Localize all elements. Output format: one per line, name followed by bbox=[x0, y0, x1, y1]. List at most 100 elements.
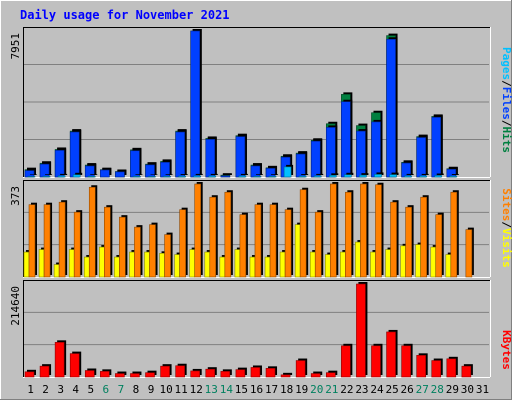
bar-pages-day-23 bbox=[359, 173, 369, 178]
bar-kbytes-day-30 bbox=[461, 364, 473, 378]
bar-kbytes-day-18 bbox=[280, 372, 293, 378]
bar-files-day-24 bbox=[371, 119, 383, 178]
x-tick-label: 5 bbox=[87, 383, 94, 396]
bar-files-day-19 bbox=[295, 152, 308, 178]
bar-files-day-13 bbox=[205, 137, 217, 178]
x-tick-label: 18 bbox=[280, 383, 293, 396]
bar-kbytes-day-27 bbox=[416, 353, 428, 378]
x-tick-label: 11 bbox=[175, 383, 188, 396]
bar-kbytes-day-13 bbox=[205, 367, 217, 378]
bar-kbytes-day-21 bbox=[325, 370, 338, 378]
bar-pages-day-15 bbox=[238, 173, 248, 178]
x-tick-label: 23 bbox=[355, 383, 368, 396]
legend-files: Files bbox=[500, 87, 512, 120]
bar-sites-day-12 bbox=[194, 182, 203, 278]
bar-kbytes-day-6 bbox=[100, 369, 112, 378]
bar-kbytes-day-5 bbox=[84, 368, 97, 378]
bar-kbytes-day-23 bbox=[356, 282, 368, 378]
legend: KBytes bbox=[500, 330, 512, 370]
legend-sites: Sites bbox=[500, 188, 512, 221]
bar-files-day-7 bbox=[115, 169, 127, 178]
bar-sites-day-13 bbox=[209, 195, 218, 278]
bar-pages-day-21 bbox=[328, 173, 339, 178]
legend-pages: Pages bbox=[500, 47, 512, 80]
bar-kbytes-day-29 bbox=[446, 356, 458, 378]
bar-pages-day-27 bbox=[419, 173, 429, 178]
x-tick-label: 6 bbox=[103, 383, 110, 396]
bar-pages-day-25 bbox=[389, 172, 399, 178]
x-tick-label: 21 bbox=[325, 383, 338, 396]
x-tick-label: 24 bbox=[370, 383, 384, 396]
bar-files-day-25 bbox=[386, 37, 398, 178]
bar-sites-day-17 bbox=[269, 202, 279, 278]
bar-kbytes-day-24 bbox=[371, 343, 383, 378]
bar-pages-day-18 bbox=[283, 164, 294, 178]
bar-kbytes-day-28 bbox=[431, 358, 443, 378]
bar-kbytes-day-17 bbox=[265, 366, 278, 378]
panel-2: 373 Sites/Visits bbox=[9, 180, 512, 278]
legend-separator: / bbox=[500, 120, 512, 127]
x-axis: 1 2 3 4 5 6 7 8 9 10 11 12 13 14 15 16 17 18 19 20 21 22 23 24 2… bbox=[27, 383, 489, 396]
bar-sites-day-5 bbox=[88, 185, 98, 278]
bar-sites-day-29 bbox=[450, 190, 459, 278]
bar-pages-day-9 bbox=[148, 174, 158, 178]
x-tick-label: 26 bbox=[401, 383, 414, 396]
bar-sites-day-15 bbox=[239, 212, 248, 278]
bar-kbytes-day-12 bbox=[190, 368, 202, 378]
x-tick-label: 22 bbox=[340, 383, 353, 396]
bar-sites-day-26 bbox=[405, 205, 414, 278]
y-max-label: 214640 bbox=[9, 286, 22, 326]
bar-pages-day-11 bbox=[178, 174, 188, 178]
bar-kbytes-day-9 bbox=[145, 370, 157, 378]
bar-pages-day-29 bbox=[449, 174, 459, 178]
x-tick-label: 1 bbox=[27, 383, 34, 396]
bar-sites-day-9 bbox=[149, 222, 158, 278]
bar-sites-day-23 bbox=[360, 182, 369, 278]
legend-kbytes: KBytes bbox=[500, 330, 512, 370]
bar-sites-day-22 bbox=[345, 190, 354, 278]
bar-pages-day-12 bbox=[193, 173, 203, 178]
x-tick-label: 7 bbox=[118, 383, 125, 396]
bar-sites-day-21 bbox=[329, 182, 339, 278]
bar-sites-day-7 bbox=[119, 215, 128, 278]
bar-sites-day-16 bbox=[254, 202, 263, 278]
bar-sites-day-1 bbox=[28, 202, 37, 278]
bar-kbytes-day-15 bbox=[235, 367, 247, 378]
x-tick-label: 25 bbox=[385, 383, 398, 396]
bar-sites-day-30 bbox=[465, 227, 474, 278]
bar-kbytes-day-3 bbox=[54, 340, 67, 378]
bar-sites-day-20 bbox=[314, 210, 324, 278]
bar-pages-day-10 bbox=[163, 174, 173, 178]
bar-pages-day-19 bbox=[298, 174, 309, 178]
bar-sites-day-18 bbox=[284, 207, 294, 278]
x-tick-label: 20 bbox=[310, 383, 323, 396]
bar-sites-day-25 bbox=[390, 200, 399, 278]
bar-sites-day-4 bbox=[73, 210, 83, 278]
bar-kbytes-day-10 bbox=[160, 364, 172, 378]
bar-files-day-4 bbox=[69, 130, 82, 178]
x-tick-label: 3 bbox=[57, 383, 64, 396]
bar-kbytes-day-26 bbox=[401, 343, 413, 378]
bar-pages-day-17 bbox=[268, 174, 279, 178]
bar-pages-day-8 bbox=[133, 174, 143, 178]
bar-kbytes-day-8 bbox=[130, 371, 142, 378]
legend: Pages/Files/Hits bbox=[500, 47, 512, 153]
bar-pages-day-13 bbox=[208, 173, 218, 178]
x-tick-label: 9 bbox=[148, 383, 155, 396]
x-tick-label: 2 bbox=[42, 383, 49, 396]
bar-files-day-15 bbox=[235, 134, 247, 178]
bar-files-day-12 bbox=[190, 29, 202, 178]
legend: Sites/Visits bbox=[500, 188, 512, 268]
bar-files-day-20 bbox=[310, 139, 323, 178]
bar-sites-day-10 bbox=[164, 232, 173, 278]
legend-hits: Hits bbox=[500, 127, 512, 154]
bar-sites-day-28 bbox=[435, 212, 444, 278]
bar-pages-day-2 bbox=[42, 174, 53, 178]
bar-sites-day-14 bbox=[224, 190, 233, 278]
bar-pages-day-1 bbox=[27, 174, 37, 178]
x-tick-label: 4 bbox=[72, 383, 79, 396]
bar-files-day-21 bbox=[325, 125, 338, 178]
bar-pages-day-22 bbox=[344, 172, 354, 178]
